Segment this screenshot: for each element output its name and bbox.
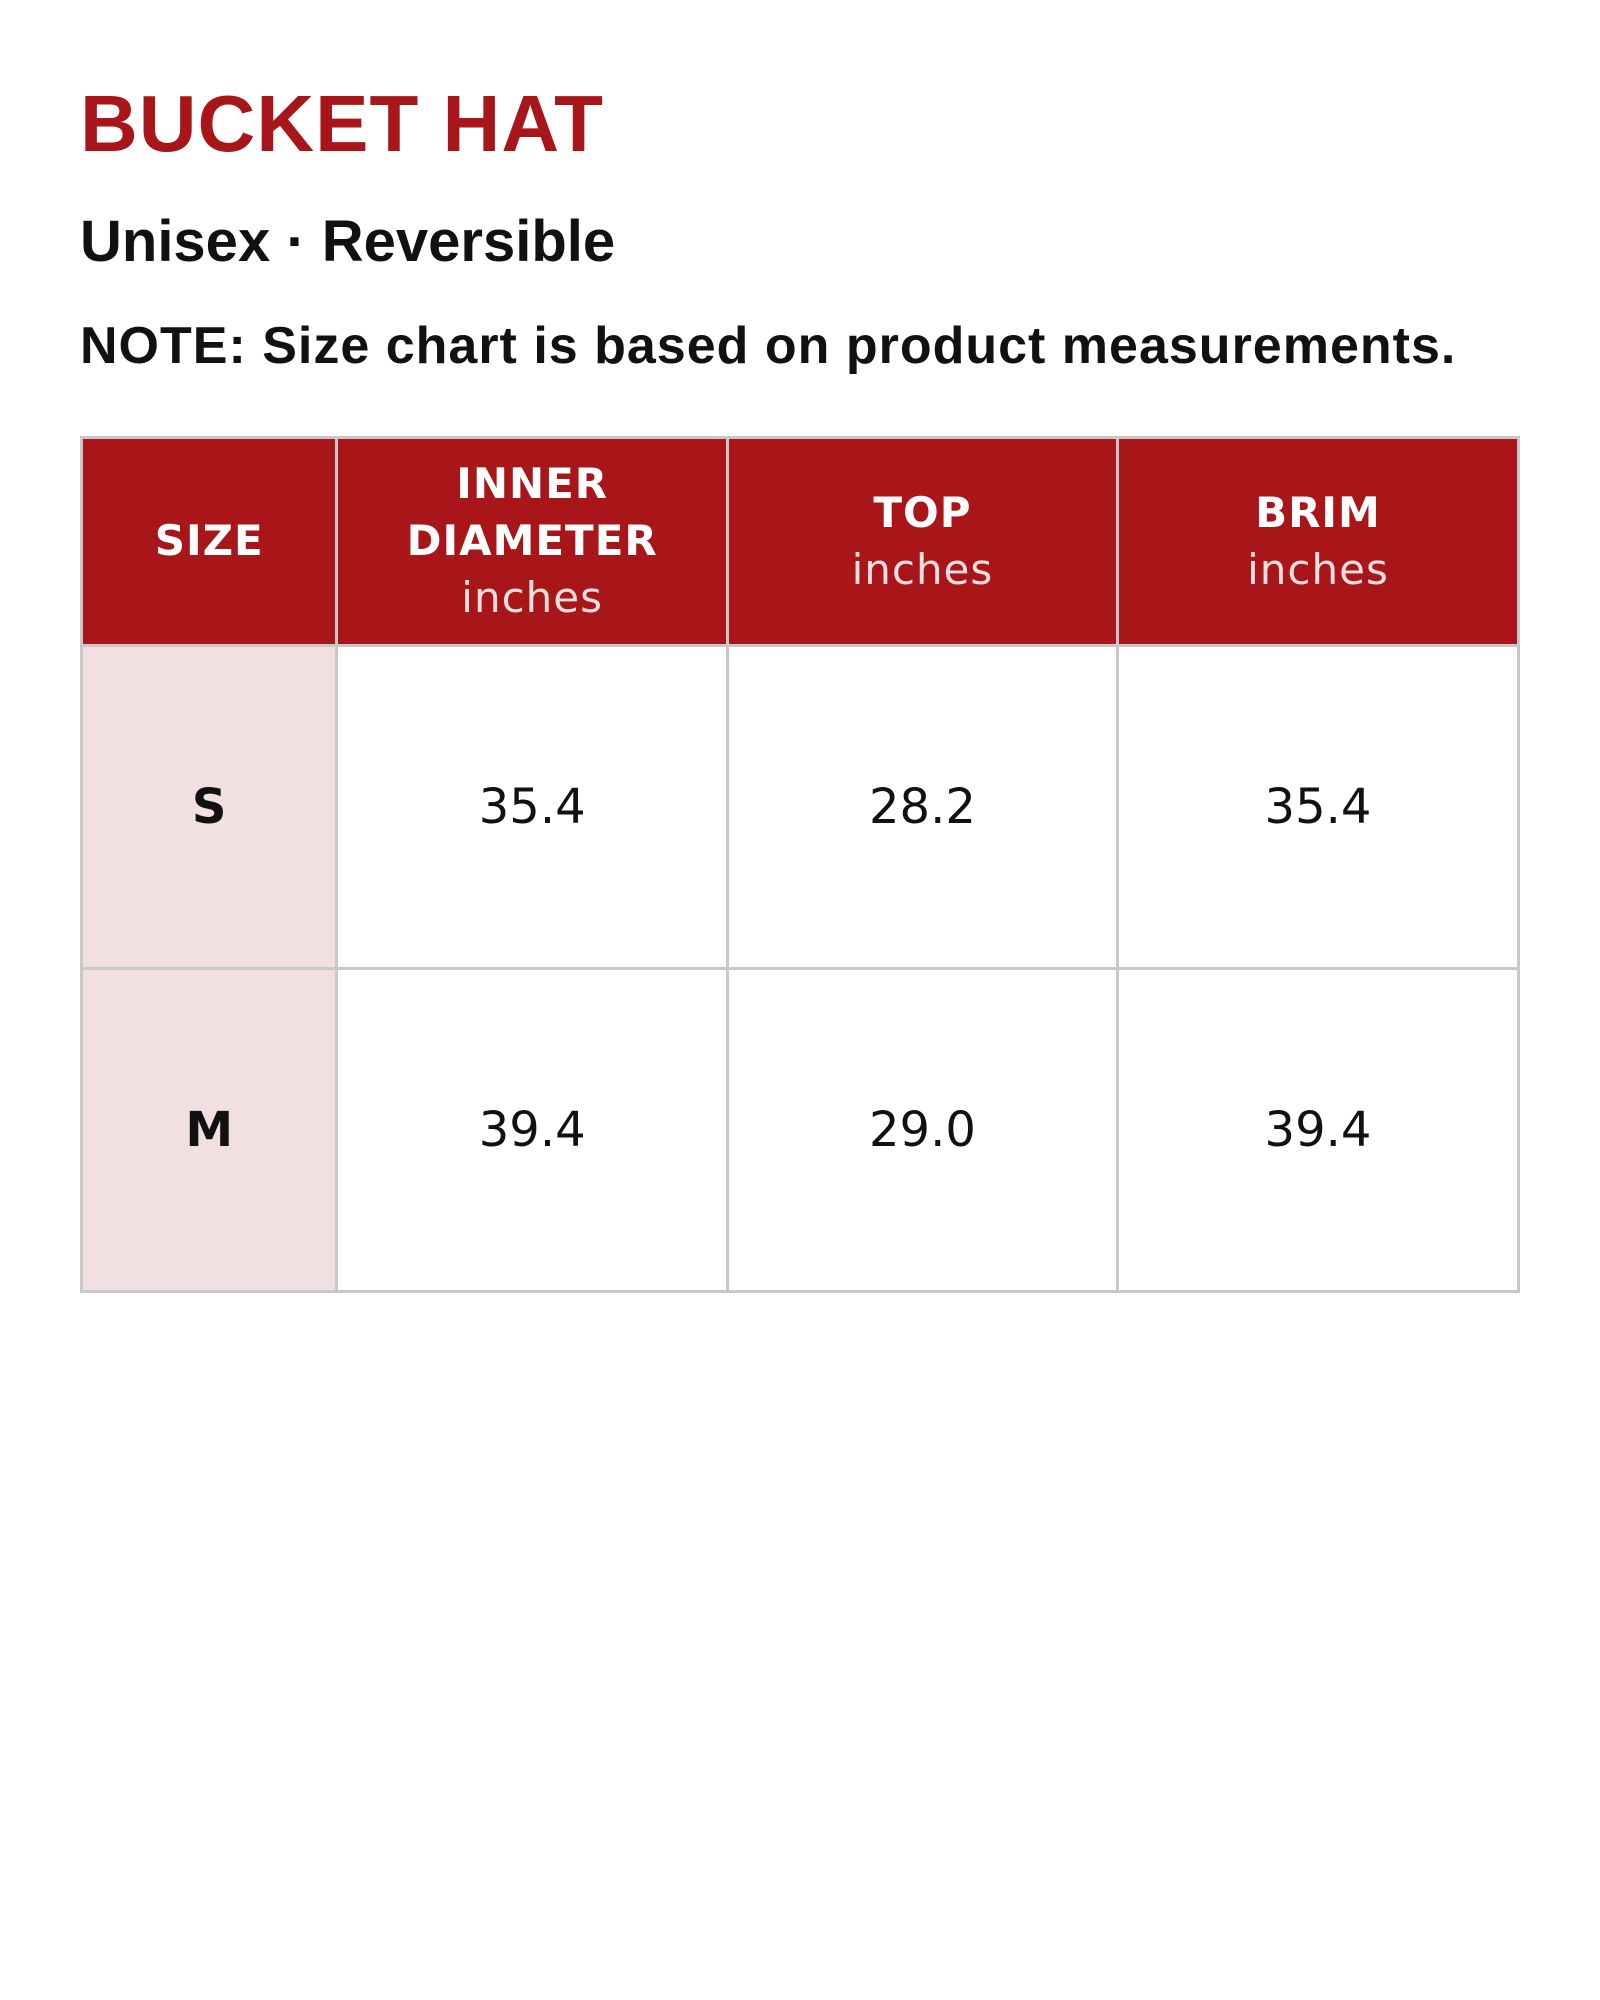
title: BUCKET HAT <box>80 79 605 168</box>
column-header: SIZE <box>79 436 339 647</box>
column-title: INNER DIAMETER <box>406 459 658 566</box>
column-unit: inches <box>1247 544 1389 594</box>
size-cell: M <box>79 967 339 1293</box>
value-cell: 28.2 <box>725 644 1119 970</box>
column-title: BRIM <box>1255 487 1381 537</box>
subtitle: Unisex · Reversible <box>80 209 616 274</box>
table-body: S 35.4 28.2 35.4 M 39.4 29.0 39.4 <box>79 644 1521 1293</box>
size-cell: S <box>79 644 339 970</box>
value-cell: 35.4 <box>1115 644 1521 970</box>
value-cell: 39.4 <box>1115 967 1521 1293</box>
table-row: M 39.4 29.0 39.4 <box>79 967 1521 1293</box>
table-row: S 35.4 28.2 35.4 <box>79 644 1521 970</box>
header-row: SIZE INNER DIAMETER inches TOP inches BRIM inc… <box>79 436 1521 647</box>
column-header: BRIM inches <box>1115 436 1521 647</box>
column-unit: inches <box>461 572 604 622</box>
column-unit: inches <box>851 544 994 594</box>
column-title: SIZE <box>154 516 264 566</box>
column-title: TOP <box>873 487 972 537</box>
size-table: SIZE INNER DIAMETER inches TOP inches BRIM inc… <box>79 436 1521 1293</box>
column-header: INNER DIAMETER inches <box>335 436 729 647</box>
column-header: TOP inches <box>725 436 1119 647</box>
note: NOTE: Size chart is based on product mea… <box>80 317 1457 375</box>
value-cell: 29.0 <box>725 967 1119 1293</box>
value-cell: 35.4 <box>335 644 729 970</box>
value-cell: 39.4 <box>335 967 729 1293</box>
